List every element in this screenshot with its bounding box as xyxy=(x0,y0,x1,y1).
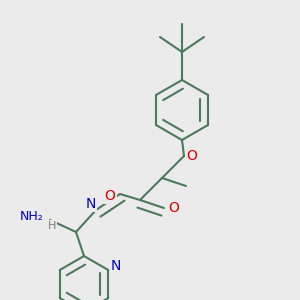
Text: H: H xyxy=(48,221,56,231)
Text: NH₂: NH₂ xyxy=(20,209,44,223)
Text: O: O xyxy=(169,201,179,215)
Text: N: N xyxy=(86,197,96,211)
Text: N: N xyxy=(111,259,122,273)
Text: O: O xyxy=(105,189,116,203)
Text: O: O xyxy=(187,149,197,163)
